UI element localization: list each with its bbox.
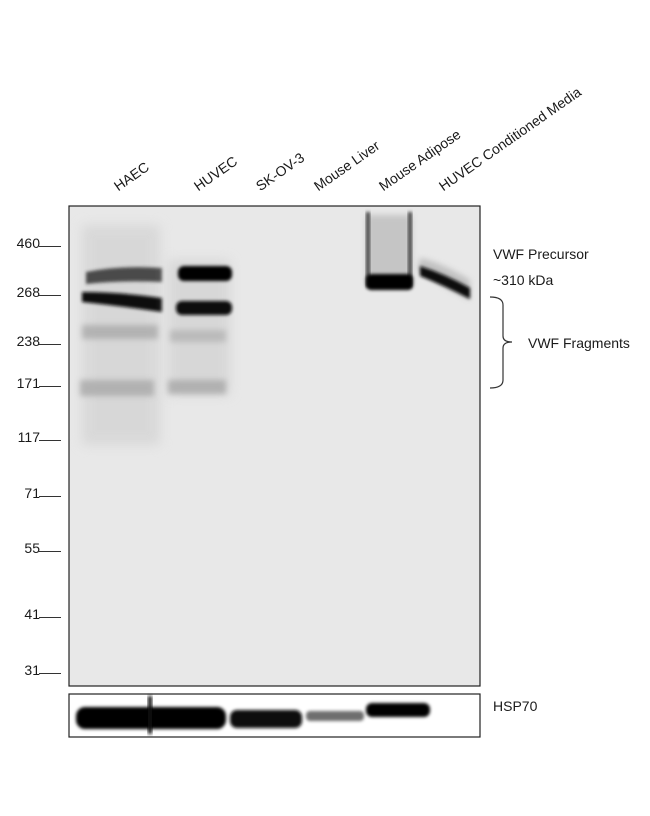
- lane-haec-bands: [80, 225, 162, 445]
- marker-tick: [39, 295, 61, 296]
- hsp70-bands: [76, 696, 430, 734]
- vwf-fragments-label: VWF Fragments: [528, 335, 630, 351]
- lane-mouse-adipose-bands: [366, 212, 413, 290]
- marker-label-55: 55: [24, 540, 40, 556]
- marker-label-460: 460: [16, 235, 40, 251]
- marker-label-31: 31: [24, 662, 40, 678]
- marker-label-41: 41: [24, 606, 40, 622]
- marker-tick: [39, 617, 61, 618]
- marker-tick: [39, 386, 61, 387]
- lane-huvec-cm-bands: [418, 258, 470, 300]
- vwf-precursor-size-label: ~310 kDa: [493, 272, 554, 288]
- marker-label-117: 117: [17, 429, 40, 445]
- marker-tick: [39, 551, 61, 552]
- marker-tick: [39, 496, 61, 497]
- fragments-bracket: [489, 296, 513, 389]
- marker-tick: [39, 673, 61, 674]
- marker-tick: [39, 246, 61, 247]
- vwf-precursor-label: VWF Precursor: [493, 246, 589, 262]
- lane-huvec-bands: [168, 260, 232, 395]
- marker-tick: [39, 344, 61, 345]
- marker-label-171: 171: [16, 375, 40, 391]
- marker-label-238: 238: [16, 333, 40, 349]
- marker-label-268: 268: [16, 284, 40, 300]
- marker-tick: [39, 440, 61, 441]
- hsp70-label: HSP70: [493, 698, 538, 714]
- marker-label-71: 71: [24, 485, 40, 501]
